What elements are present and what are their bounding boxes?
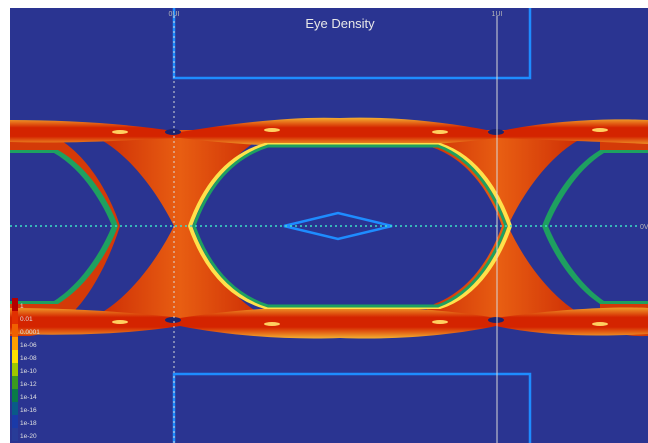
legend-swatch xyxy=(12,428,18,441)
legend-label: 0.0001 xyxy=(20,329,40,336)
legend-swatch xyxy=(12,363,18,376)
mask-bottom-region xyxy=(172,372,532,443)
eye-bottom-rail xyxy=(10,306,648,339)
legend-swatch xyxy=(12,376,18,389)
legend-swatch xyxy=(12,311,18,324)
legend-label: 1e-06 xyxy=(20,342,37,349)
legend-label: 0.01 xyxy=(20,316,33,323)
legend-label: 1e-08 xyxy=(20,355,37,362)
cursor-1ui-label: 1UI xyxy=(492,11,503,18)
cursor-0ui-label: 0UI xyxy=(169,11,180,18)
legend-label: 1 xyxy=(20,303,24,310)
legend-label: 1e-12 xyxy=(20,381,37,388)
eye-top-rail xyxy=(10,117,648,147)
legend-label: 1e-16 xyxy=(20,407,37,414)
eye-right-opening xyxy=(548,153,648,301)
legend-swatch xyxy=(12,402,18,415)
eye-crossing-0ui xyxy=(70,130,290,324)
eye-rail-highlights xyxy=(112,128,608,326)
legend-swatch xyxy=(12,337,18,350)
legend-label: 1e-10 xyxy=(20,368,37,375)
legend-swatch xyxy=(12,350,18,363)
threshold-label: 0V xyxy=(640,224,648,231)
eye-inner-edge-green xyxy=(192,144,508,308)
legend-swatch xyxy=(12,415,18,428)
eye-inner-edge-outer xyxy=(187,143,513,309)
legend-swatch xyxy=(12,324,18,337)
legend-swatch xyxy=(12,298,18,311)
density-legend: 1 0.01 0.0001 1e-06 1e-08 1e-10 1e-12 1e-14 1e-1… xyxy=(12,298,40,441)
legend-swatch xyxy=(12,389,18,402)
eye-density-plot[interactable]: Eye Density 0UI 1UI 0V 1 0.01 0.0001 1e-06 1… xyxy=(10,8,648,443)
legend-label: 1e-14 xyxy=(20,394,37,401)
legend-label: 1e-20 xyxy=(20,433,37,440)
crossing-points xyxy=(165,129,504,323)
chart-title: Eye Density xyxy=(305,16,375,31)
eye-left-opening xyxy=(10,153,112,301)
legend-label: 1e-18 xyxy=(20,420,37,427)
